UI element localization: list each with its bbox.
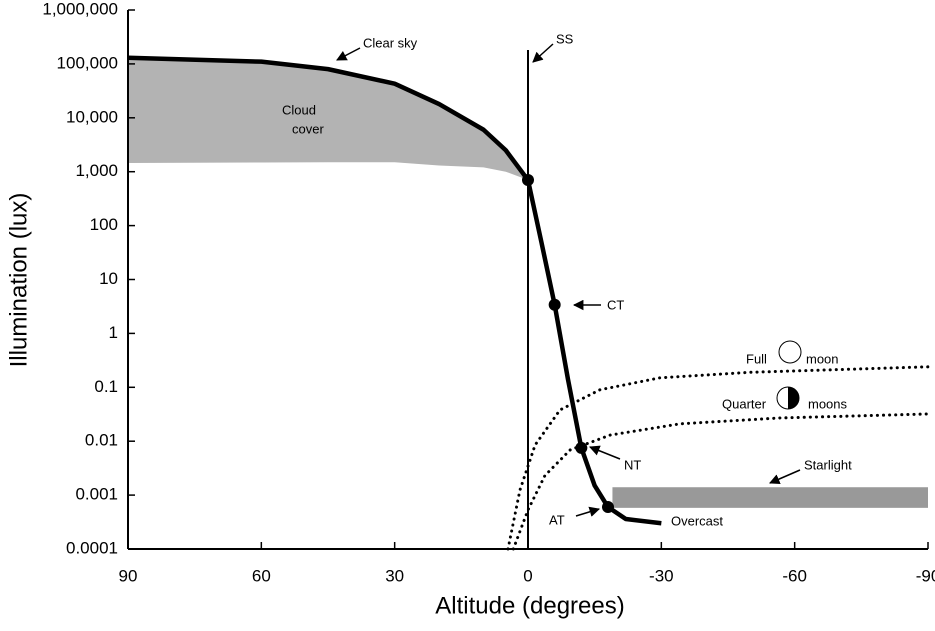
full-moon-icon — [778, 340, 802, 364]
y-tick-label: 0.01 — [85, 431, 118, 450]
annotations — [336, 43, 802, 517]
x-axis-title: Altitude (degrees) — [435, 592, 624, 619]
twilight-marker — [548, 298, 561, 311]
twilight-marker — [602, 501, 614, 514]
axes: 1,000,000 100,000 10,000 1,000 100 10 1 0.1 0.01… — [42, 0, 935, 585]
arrow — [575, 506, 601, 517]
y-axis-title: Illumination (lux) — [5, 193, 32, 368]
overcast-label: Overcast — [671, 513, 723, 528]
nt-label: NT — [624, 457, 641, 472]
cover-label: cover — [292, 121, 324, 136]
quarter-label: Quarter — [722, 396, 767, 411]
x-tick-label: -60 — [782, 566, 807, 585]
y-tick-label: 1 — [109, 323, 118, 342]
x-tick-label: 60 — [252, 566, 271, 585]
y-tick-label: 0.1 — [94, 377, 118, 396]
starlight-label: Starlight — [804, 457, 852, 472]
twilight-marker — [522, 174, 534, 187]
y-tick-label: 10 — [99, 269, 118, 288]
y-tick-label: 100 — [90, 215, 118, 234]
ss-label: SS — [556, 31, 574, 46]
series-line — [506, 365, 930, 551]
cloud-label: Cloud — [282, 102, 316, 117]
areas — [128, 57, 928, 508]
x-tick-label: 0 — [523, 566, 532, 585]
arrow — [532, 43, 554, 63]
arrow — [769, 469, 801, 485]
series-line — [511, 412, 930, 551]
ct-label: CT — [607, 297, 624, 312]
cloud-cover-area — [128, 57, 528, 181]
arrow — [336, 47, 361, 61]
lines — [127, 50, 930, 551]
x-tick-label: -30 — [649, 566, 674, 585]
y-tick-label: 100,000 — [57, 53, 118, 72]
y-tick-label: 1,000 — [75, 161, 118, 180]
x-tick-label: -90 — [916, 566, 935, 585]
arrow — [589, 445, 621, 460]
x-tick-label: 30 — [385, 566, 404, 585]
y-tick-label: 0.001 — [75, 485, 118, 504]
clear-sky-label: Clear sky — [363, 35, 418, 50]
starlight-band — [612, 487, 928, 508]
y-tick-label: 10,000 — [66, 107, 118, 126]
at-label: AT — [549, 512, 565, 527]
y-tick-label: 1,000,000 — [42, 0, 118, 18]
x-tick-label: 90 — [119, 566, 138, 585]
moon-label: moon — [806, 351, 839, 366]
twilight-marker — [575, 441, 588, 454]
series-line — [127, 55, 662, 526]
full-label: Full — [746, 351, 767, 366]
moons-label: moons — [808, 396, 848, 411]
quarter-moon-shade — [788, 387, 799, 409]
y-tick-label: 0.0001 — [66, 538, 118, 557]
